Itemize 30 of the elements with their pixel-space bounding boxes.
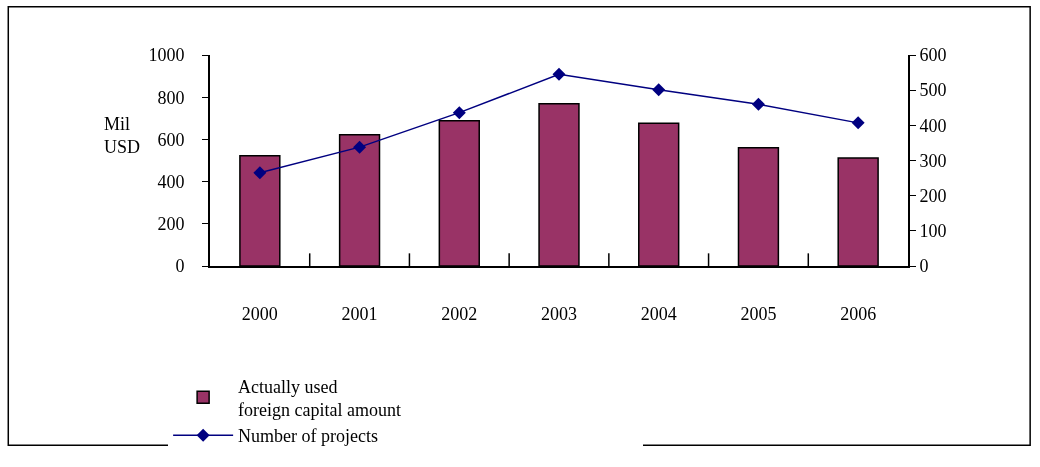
x-tick-label: 2002: [441, 303, 478, 324]
y-tick-label: 1000: [148, 45, 185, 66]
x-tick-label: 2004: [640, 303, 677, 324]
x-tick-label: 2006: [840, 303, 877, 324]
point: [353, 140, 367, 154]
point: [751, 97, 765, 111]
y2-tick-label: 100: [919, 221, 947, 242]
legend-label: Number of projects: [238, 426, 379, 447]
y2-tick-label: 500: [919, 80, 947, 101]
point: [452, 106, 466, 120]
x-tick-label: 2000: [241, 303, 278, 324]
point: [652, 83, 666, 97]
y-tick-label: 400: [157, 171, 185, 192]
y-tick-label: 600: [157, 129, 185, 150]
y-tick-label: 800: [157, 87, 185, 108]
legend-label: Actually used foreign capital amount: [238, 376, 402, 420]
x-tick-label: 2003: [541, 303, 577, 324]
point: [552, 67, 566, 81]
y2-tick-label: 300: [919, 150, 947, 171]
y2-tick-label: 0: [919, 256, 929, 277]
y-tick-label: 0: [175, 256, 185, 277]
x-tick-label: 2001: [341, 303, 378, 324]
y-tick-label: 200: [157, 214, 185, 235]
point: [851, 116, 865, 130]
y2-tick-label: 400: [919, 115, 947, 136]
x-tick-label: 2005: [740, 303, 777, 324]
y2-tick-label: 200: [919, 185, 947, 206]
point: [253, 166, 267, 180]
y2-tick-label: 600: [919, 45, 947, 66]
y-axis-title: Mil USD: [104, 114, 141, 158]
